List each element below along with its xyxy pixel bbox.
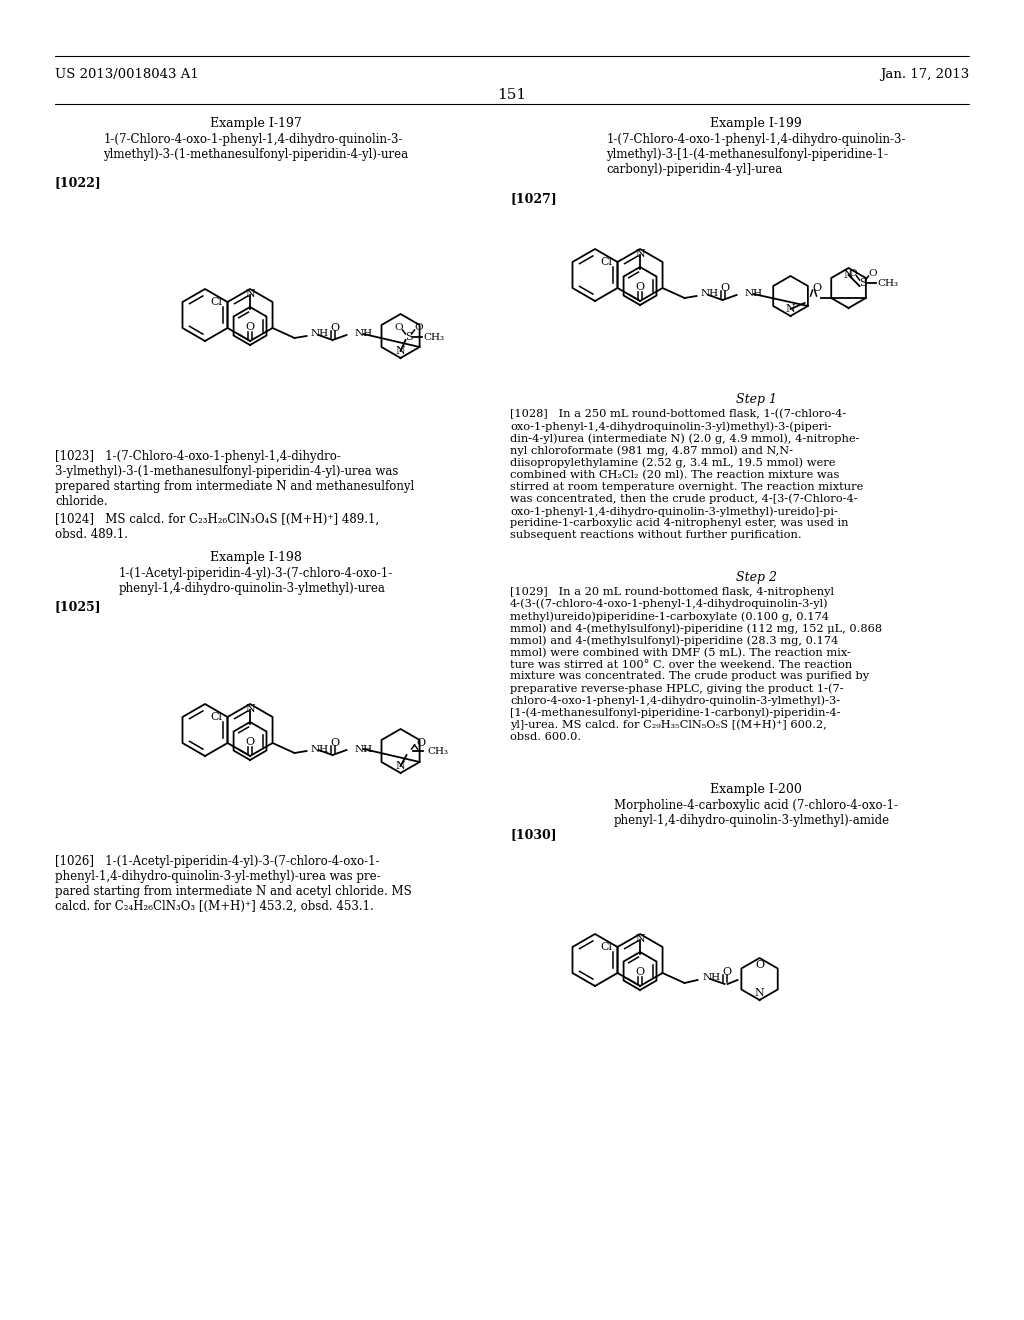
Text: [1028]   In a 250 mL round-bottomed flask, 1-((7-chloro-4-
oxo-1-phenyl-1,4-dihy: [1028] In a 250 mL round-bottomed flask,… [510, 409, 863, 540]
Text: Example I-200: Example I-200 [710, 783, 802, 796]
Text: Example I-198: Example I-198 [210, 550, 302, 564]
Text: [1027]: [1027] [510, 191, 557, 205]
Text: O: O [416, 738, 425, 748]
Text: O: O [246, 737, 255, 747]
Text: [1022]: [1022] [55, 176, 101, 189]
Text: NH: NH [310, 330, 329, 338]
Text: Example I-199: Example I-199 [710, 117, 802, 129]
Text: NH: NH [744, 289, 763, 298]
Text: Step 1: Step 1 [735, 393, 776, 407]
Text: N: N [844, 271, 853, 280]
Text: CH₃: CH₃ [878, 279, 898, 288]
Text: 1-(7-Chloro-4-oxo-1-phenyl-1,4-dihydro-quinolin-3-
ylmethyl)-3-(1-methanesulfony: 1-(7-Chloro-4-oxo-1-phenyl-1,4-dihydro-q… [103, 133, 409, 161]
Text: O: O [755, 960, 764, 970]
Text: O: O [720, 282, 729, 293]
Text: [1025]: [1025] [55, 601, 101, 612]
Text: O: O [415, 322, 423, 331]
Text: [1026]   1-(1-Acetyl-piperidin-4-yl)-3-(7-chloro-4-oxo-1-
phenyl-1,4-dihydro-qui: [1026] 1-(1-Acetyl-piperidin-4-yl)-3-(7-… [55, 855, 412, 913]
Text: 1-(1-Acetyl-piperidin-4-yl)-3-(7-chloro-4-oxo-1-
phenyl-1,4-dihydro-quinolin-3-y: 1-(1-Acetyl-piperidin-4-yl)-3-(7-chloro-… [119, 568, 393, 595]
Text: US 2013/0018043 A1: US 2013/0018043 A1 [55, 69, 199, 81]
Text: 1-(7-Chloro-4-oxo-1-phenyl-1,4-dihydro-quinolin-3-
ylmethyl)-3-[1-(4-methanesulf: 1-(7-Chloro-4-oxo-1-phenyl-1,4-dihydro-q… [606, 133, 906, 176]
Text: NH: NH [354, 744, 373, 754]
Text: O: O [812, 282, 821, 293]
Text: Jan. 17, 2013: Jan. 17, 2013 [880, 69, 969, 81]
Text: NH: NH [702, 974, 721, 982]
Text: O: O [330, 323, 339, 333]
Text: Cl: Cl [211, 297, 222, 308]
Text: N: N [245, 289, 255, 300]
Text: O: O [246, 322, 255, 333]
Text: [1024]   MS calcd. for C₂₃H₂₆ClN₃O₄S [(M+H)⁺] 489.1,
obsd. 489.1.: [1024] MS calcd. for C₂₃H₂₆ClN₃O₄S [(M+H… [55, 513, 379, 541]
Text: N: N [785, 304, 796, 314]
Text: Cl: Cl [600, 257, 612, 267]
Text: NH: NH [310, 744, 329, 754]
Text: Morpholine-4-carboxylic acid (7-chloro-4-oxo-1-
phenyl-1,4-dihydro-quinolin-3-yl: Morpholine-4-carboxylic acid (7-chloro-4… [614, 799, 898, 828]
Text: O: O [848, 268, 857, 277]
Text: O: O [636, 282, 644, 292]
Text: N: N [245, 704, 255, 714]
Text: N: N [755, 987, 765, 998]
Text: NH: NH [354, 330, 373, 338]
Text: CH₃: CH₃ [428, 747, 449, 755]
Text: N: N [395, 346, 406, 356]
Text: N: N [395, 762, 406, 771]
Text: [1029]   In a 20 mL round-bottomed flask, 4-nitrophenyl
4-(3-((7-chloro-4-oxo-1-: [1029] In a 20 mL round-bottomed flask, … [510, 587, 882, 742]
Text: O: O [330, 738, 339, 748]
Text: [1030]: [1030] [510, 828, 557, 841]
Text: O: O [722, 968, 731, 977]
Text: S: S [859, 279, 866, 288]
Text: N: N [635, 935, 645, 944]
Text: O: O [394, 322, 402, 331]
Text: Step 2: Step 2 [735, 572, 776, 583]
Text: N: N [635, 249, 645, 259]
Text: O: O [636, 968, 644, 977]
Text: Cl: Cl [600, 942, 612, 952]
Text: CH₃: CH₃ [424, 333, 444, 342]
Text: Example I-197: Example I-197 [210, 117, 302, 129]
Text: S: S [404, 333, 413, 342]
Text: 151: 151 [498, 88, 526, 102]
Text: Cl: Cl [211, 711, 222, 722]
Text: NH: NH [700, 289, 719, 298]
Text: [1023]   1-(7-Chloro-4-oxo-1-phenyl-1,4-dihydro-
3-ylmethyl)-3-(1-methanesulfony: [1023] 1-(7-Chloro-4-oxo-1-phenyl-1,4-di… [55, 450, 415, 508]
Text: O: O [868, 268, 877, 277]
